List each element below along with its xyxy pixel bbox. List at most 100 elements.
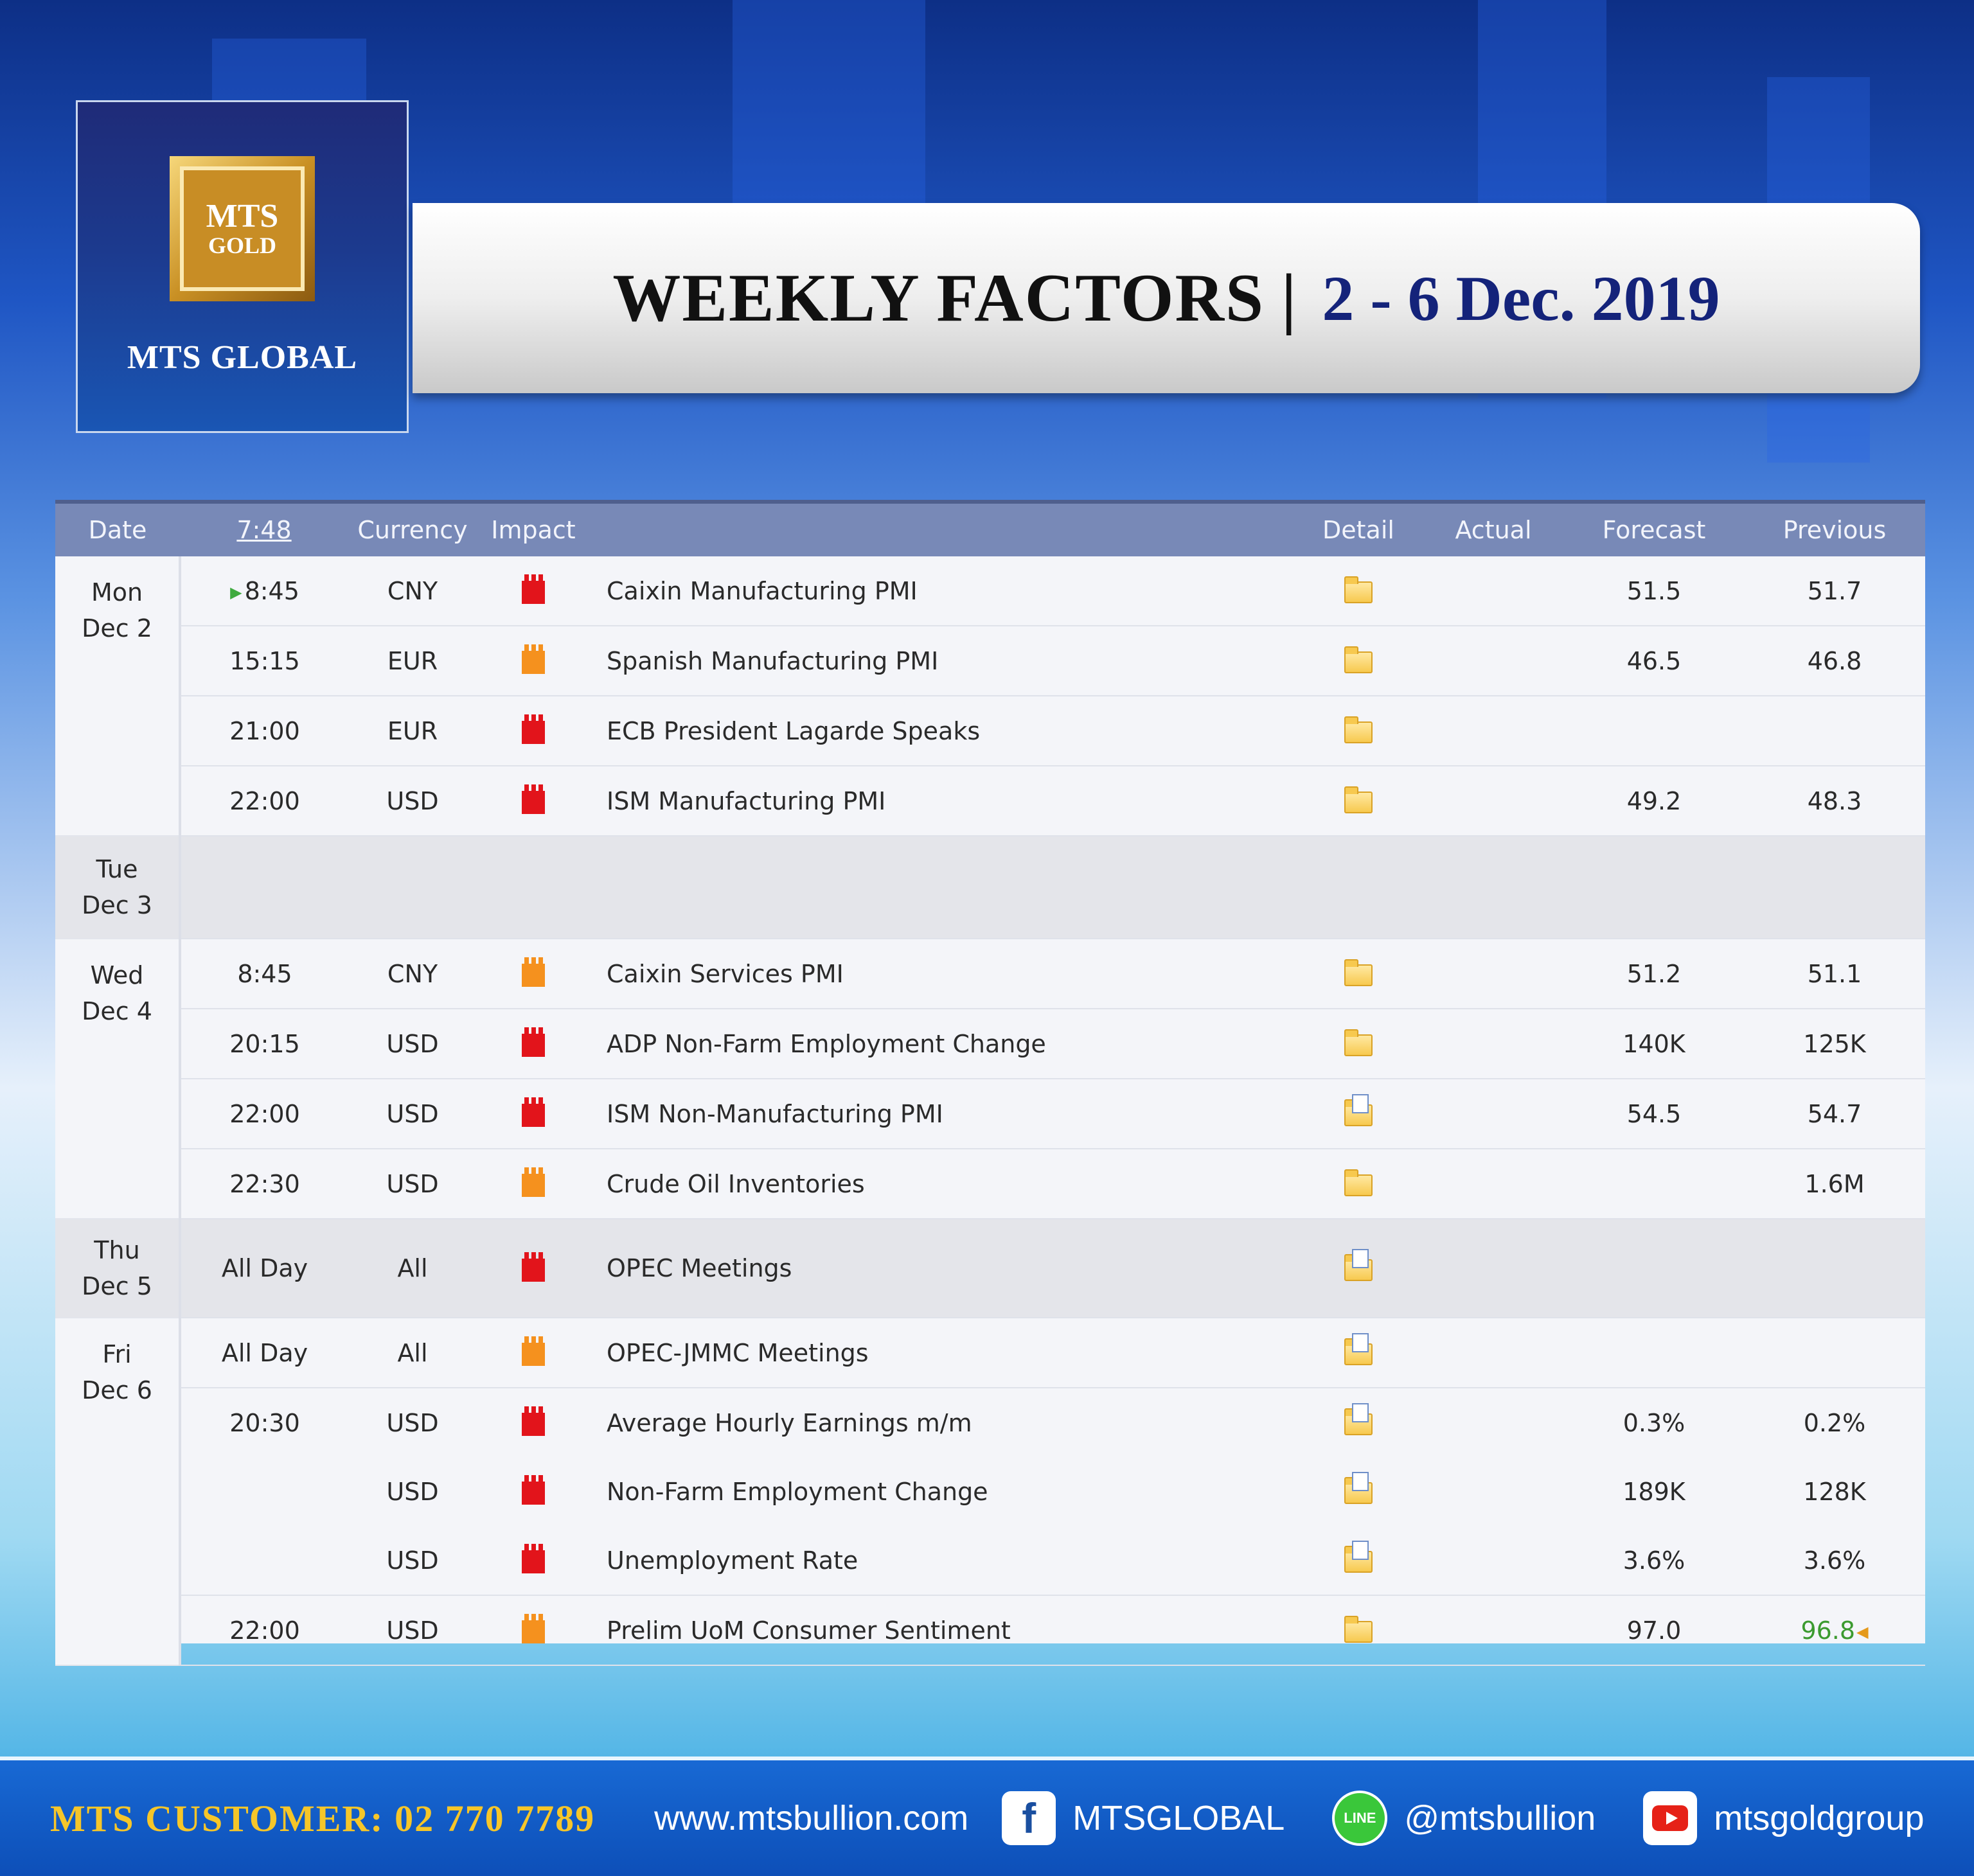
actual-cell bbox=[1423, 1009, 1564, 1079]
time-cell: ▶ 8:45 bbox=[180, 556, 348, 626]
forecast-cell: 46.5 bbox=[1564, 626, 1744, 696]
event-name[interactable]: Crude Oil Inventories bbox=[590, 1149, 1294, 1219]
event-name[interactable]: ADP Non-Farm Employment Change bbox=[590, 1009, 1294, 1079]
high-impact-icon[interactable] bbox=[522, 1406, 545, 1436]
currency-cell: USD bbox=[386, 1477, 439, 1506]
line-link[interactable]: @mtsbullion bbox=[1404, 1799, 1596, 1837]
forecast-cell: 49.2 bbox=[1564, 766, 1744, 836]
line-icon[interactable]: LINE bbox=[1332, 1791, 1388, 1846]
economic-calendar: Date 7:48 Currency Impact Detail Actual … bbox=[55, 500, 1925, 1666]
forecast-cell: 3.6% bbox=[1564, 1526, 1744, 1596]
event-name[interactable]: ISM Manufacturing PMI bbox=[590, 766, 1294, 836]
currency-cell: USD bbox=[348, 1526, 477, 1596]
high-impact-icon[interactable] bbox=[522, 714, 545, 744]
medium-impact-icon[interactable] bbox=[522, 1167, 545, 1197]
calendar-table: Date 7:48 Currency Impact Detail Actual … bbox=[55, 500, 1925, 1666]
detail-cell bbox=[1294, 1526, 1423, 1596]
logo-gold-text: GOLD bbox=[208, 233, 276, 259]
high-impact-icon[interactable] bbox=[522, 1252, 545, 1282]
folder-icon[interactable] bbox=[1344, 576, 1373, 603]
detail-cell bbox=[1294, 556, 1423, 626]
forecast-cell: 0.3% bbox=[1623, 1408, 1685, 1437]
event-name[interactable]: OPEC-JMMC Meetings bbox=[590, 1318, 1294, 1388]
facebook-icon[interactable]: f bbox=[1002, 1791, 1056, 1845]
folder-doc-icon[interactable] bbox=[1344, 1403, 1373, 1435]
previous-cell: 128K bbox=[1803, 1477, 1866, 1506]
impact-cell bbox=[477, 696, 590, 766]
currency-cell: EUR bbox=[348, 696, 477, 766]
event-name[interactable]: ECB President Lagarde Speaks bbox=[590, 696, 1294, 766]
event-name[interactable]: Average Hourly Earnings m/m bbox=[607, 1408, 972, 1437]
event-name[interactable]: Non-Farm Employment Change bbox=[607, 1477, 988, 1506]
currency-cell: USD bbox=[348, 1079, 477, 1149]
time-cell: 20:15 bbox=[180, 1009, 348, 1079]
folder-doc-icon[interactable] bbox=[1344, 1248, 1373, 1281]
high-impact-icon[interactable] bbox=[522, 1097, 545, 1127]
folder-icon[interactable] bbox=[1344, 959, 1373, 986]
folder-doc-icon[interactable] bbox=[1344, 1333, 1373, 1365]
col-header-time[interactable]: 7:48 bbox=[180, 500, 348, 556]
high-impact-icon[interactable] bbox=[522, 784, 545, 814]
customer-hotline: MTS CUSTOMER: 02 770 7789 bbox=[50, 1797, 596, 1839]
event-name[interactable]: ISM Non-Manufacturing PMI bbox=[590, 1079, 1294, 1149]
table-row: 22:00 USD ISM Manufacturing PMI 49.2 48.… bbox=[55, 766, 1925, 836]
actual-cell bbox=[1423, 1388, 1564, 1457]
table-row: 22:00 USD ISM Non-Manufacturing PMI 54.5… bbox=[55, 1079, 1925, 1149]
folder-icon[interactable] bbox=[1344, 646, 1373, 673]
folder-icon[interactable] bbox=[1344, 1029, 1373, 1056]
folder-doc-icon[interactable] bbox=[1344, 1472, 1373, 1504]
day-name: Fri bbox=[102, 1340, 132, 1368]
event-name[interactable]: Prelim UoM Consumer Sentiment bbox=[590, 1595, 1294, 1666]
table-row: 20:30 USD Average Hourly Earnings m/m 0.… bbox=[55, 1388, 1925, 1457]
day-cell: Mon Dec 2 bbox=[55, 556, 181, 836]
folder-icon[interactable] bbox=[1344, 786, 1373, 813]
actual-cell bbox=[1423, 1149, 1564, 1219]
folder-icon[interactable] bbox=[1344, 1169, 1373, 1196]
high-impact-icon[interactable] bbox=[522, 1544, 545, 1573]
event-name[interactable]: Caixin Services PMI bbox=[590, 939, 1294, 1009]
website-link[interactable]: www.mtsbullion.com bbox=[654, 1799, 969, 1837]
folder-doc-icon[interactable] bbox=[1344, 1541, 1373, 1573]
folder-icon[interactable] bbox=[1344, 716, 1373, 743]
col-header-forecast: Forecast bbox=[1564, 500, 1744, 556]
col-header-date: Date bbox=[55, 500, 180, 556]
time-cell: 21:00 bbox=[180, 696, 348, 766]
high-impact-icon[interactable] bbox=[522, 574, 545, 604]
medium-impact-icon[interactable] bbox=[522, 1614, 545, 1643]
logo-mts-text: MTS bbox=[206, 197, 279, 234]
previous-cell: 51.1 bbox=[1744, 939, 1925, 1009]
actual-cell bbox=[1423, 1219, 1564, 1318]
table-header-row: Date 7:48 Currency Impact Detail Actual … bbox=[55, 500, 1925, 556]
forecast-cell: 54.5 bbox=[1564, 1079, 1744, 1149]
folder-doc-icon[interactable] bbox=[1344, 1094, 1373, 1126]
medium-impact-icon[interactable] bbox=[522, 1336, 545, 1366]
day-cell: Tue Dec 3 bbox=[55, 836, 181, 939]
facebook-link[interactable]: MTSGLOBAL bbox=[1072, 1799, 1285, 1837]
event-name[interactable]: Unemployment Rate bbox=[590, 1526, 1294, 1596]
impact-cell bbox=[477, 1219, 590, 1318]
table-row: Wed Dec 4 8:45 CNY Caixin Services PMI 5… bbox=[55, 939, 1925, 1219]
table-row: Thu Dec 5 All Day All OPEC Meetings bbox=[55, 1219, 1925, 1318]
time-cell bbox=[180, 1526, 348, 1596]
previous-cell: 125K bbox=[1744, 1009, 1925, 1079]
youtube-icon[interactable] bbox=[1643, 1791, 1698, 1845]
event-name[interactable]: Caixin Manufacturing PMI bbox=[590, 556, 1294, 626]
detail-cell bbox=[1294, 1219, 1423, 1318]
medium-impact-icon[interactable] bbox=[522, 644, 545, 674]
youtube-link[interactable]: mtsgoldgroup bbox=[1714, 1799, 1925, 1837]
detail-cell bbox=[1294, 1457, 1423, 1526]
high-impact-icon[interactable] bbox=[522, 1475, 545, 1505]
table-row: Fri Dec 6 All Day All OPEC-JMMC Meetings bbox=[55, 1318, 1925, 1666]
event-name[interactable]: Spanish Manufacturing PMI bbox=[590, 626, 1294, 696]
background-panel bbox=[733, 0, 925, 206]
day-date: Dec 5 bbox=[82, 1272, 152, 1300]
title-date-range: 2 - 6 Dec. 2019 bbox=[1322, 262, 1720, 334]
event-name[interactable]: OPEC Meetings bbox=[590, 1219, 1294, 1318]
forecast-cell: 97.0 bbox=[1564, 1595, 1744, 1666]
high-impact-icon[interactable] bbox=[522, 1027, 545, 1057]
previous-cell: 48.3 bbox=[1744, 766, 1925, 836]
table-row: 15:15 EUR Spanish Manufacturing PMI 46.5… bbox=[55, 626, 1925, 696]
folder-icon[interactable] bbox=[1344, 1616, 1373, 1643]
medium-impact-icon[interactable] bbox=[522, 957, 545, 987]
revision-arrow-icon: ◀ bbox=[1856, 1623, 1869, 1641]
